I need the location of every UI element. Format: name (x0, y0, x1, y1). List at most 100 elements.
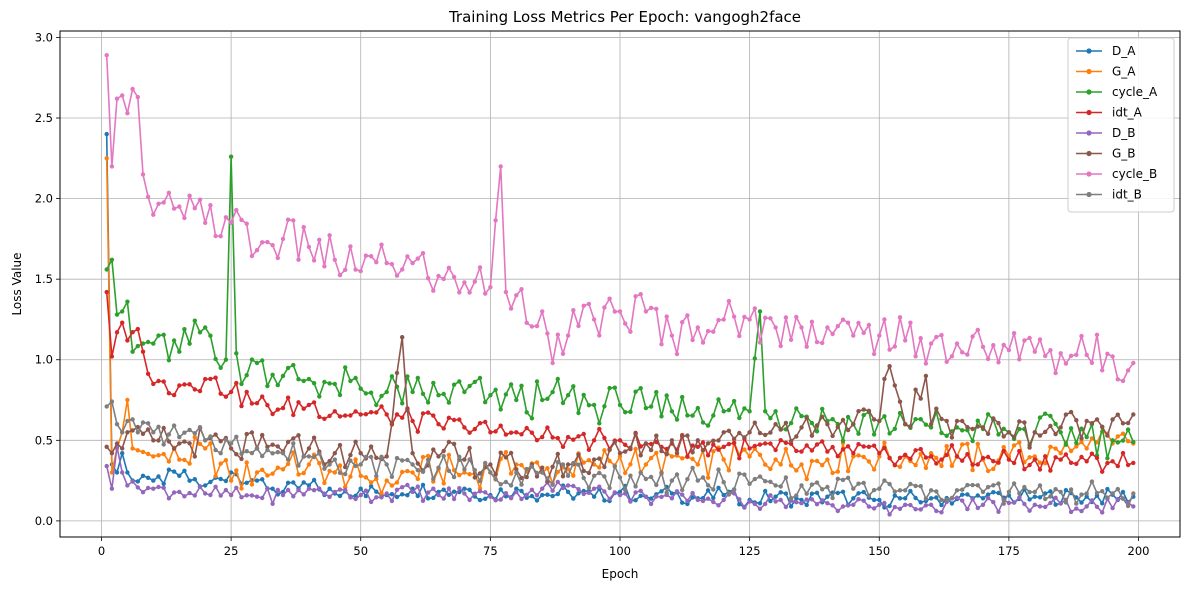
data-point-G_B (394, 370, 400, 376)
data-point-G_B (783, 420, 789, 426)
data-point-idt_B (845, 475, 851, 480)
data-point-idt_A (508, 430, 514, 435)
data-point-idt_B (804, 491, 809, 496)
data-point-idt_B (623, 487, 628, 493)
data-point-G_A (856, 453, 861, 458)
data-point-G_A (1001, 445, 1006, 450)
data-point-idt_A (845, 444, 851, 449)
data-point-idt_A (892, 462, 897, 468)
data-point-idt_A (840, 447, 846, 452)
data-point-G_A (648, 455, 654, 461)
data-point-D_B (311, 488, 317, 493)
data-point-cycle_B (903, 338, 908, 343)
data-point-G_B (125, 430, 130, 435)
data-point-idt_A (415, 429, 420, 434)
data-point-G_B (1125, 420, 1131, 426)
data-point-cycle_A (415, 375, 420, 381)
data-point-G_A (960, 442, 965, 447)
data-point-D_A (270, 486, 275, 491)
data-point-G_B (674, 450, 680, 456)
data-point-cycle_B (752, 306, 757, 311)
data-point-cycle_A (669, 409, 675, 414)
data-point-cycle_B (928, 341, 934, 346)
data-point-idt_A (1125, 462, 1131, 468)
data-point-cycle_A (1058, 430, 1063, 435)
data-point-D_A (928, 496, 934, 501)
data-point-idt_B (311, 454, 317, 460)
data-point-idt_A (617, 438, 623, 443)
data-point-G_B (1006, 430, 1012, 435)
data-point-G_B (768, 430, 773, 435)
data-point-idt_A (260, 394, 265, 399)
data-point-G_B (965, 425, 970, 430)
data-point-idt_B (462, 467, 467, 472)
data-point-cycle_A (586, 403, 592, 408)
data-point-idt_A (716, 447, 721, 452)
data-point-cycle_A (700, 420, 706, 425)
data-point-idt_B (643, 476, 649, 482)
data-point-cycle_A (156, 333, 161, 338)
x-tick-label: 100 (609, 544, 631, 558)
data-point-G_B (441, 448, 446, 454)
data-point-D_B (695, 497, 700, 503)
data-point-idt_A (151, 381, 156, 387)
data-point-G_B (934, 406, 939, 411)
data-point-D_B (918, 507, 923, 512)
data-point-D_A (778, 490, 783, 495)
data-point-D_B (296, 487, 301, 493)
data-point-D_B (856, 497, 861, 502)
data-point-G_A (208, 441, 213, 446)
data-point-G_A (939, 463, 944, 469)
data-point-cycle_A (374, 402, 379, 408)
data-point-idt_A (322, 416, 327, 421)
data-point-cycle_A (695, 405, 700, 411)
data-point-idt_B (405, 457, 410, 463)
data-point-idt_B (156, 424, 161, 429)
data-point-G_A (166, 459, 172, 464)
data-point-idt_A (778, 438, 783, 443)
data-point-cycle_A (410, 389, 415, 395)
data-point-idt_B (685, 477, 690, 482)
data-point-idt_A (1058, 457, 1063, 462)
data-point-idt_B (970, 482, 975, 488)
data-point-idt_A (731, 440, 737, 446)
data-point-cycle_A (742, 406, 747, 411)
data-point-cycle_A (363, 391, 369, 396)
data-point-D_A (514, 486, 519, 491)
data-point-G_B (763, 432, 768, 438)
data-point-idt_B (638, 470, 643, 475)
x-axis-label: Epoch (602, 567, 639, 581)
data-point-idt_A (166, 391, 172, 396)
data-point-cycle_A (788, 420, 794, 426)
data-point-G_B (1032, 430, 1038, 435)
data-point-idt_A (757, 442, 763, 447)
data-point-idt_B (711, 487, 716, 492)
data-point-D_B (897, 506, 903, 511)
data-point-cycle_A (555, 376, 560, 382)
data-point-idt_A (400, 415, 405, 420)
data-point-cycle_B (680, 320, 685, 325)
data-point-G_B (540, 465, 545, 470)
data-point-D_B (705, 496, 711, 501)
data-point-idt_B (343, 471, 348, 477)
data-point-idt_A (343, 413, 348, 418)
data-point-cycle_A (457, 379, 462, 384)
data-point-idt_B (861, 480, 866, 486)
data-point-D_B (747, 499, 752, 504)
data-point-idt_B (1017, 491, 1022, 496)
data-point-idt_A (1068, 460, 1074, 465)
data-point-cycle_B (213, 233, 218, 239)
data-point-cycle_B (882, 317, 887, 322)
data-point-cycle_B (223, 215, 229, 220)
data-point-idt_B (228, 441, 234, 446)
data-point-cycle_A (602, 404, 607, 409)
legend-label: idt_A (1112, 106, 1143, 120)
x-tick-label: 50 (353, 544, 368, 558)
data-point-idt_A (1032, 457, 1038, 462)
data-point-cycle_B (934, 334, 939, 340)
data-point-idt_A (488, 430, 493, 435)
data-point-D_A (835, 490, 840, 496)
data-point-idt_A (908, 456, 913, 461)
data-point-D_A (985, 492, 991, 497)
data-point-G_B (835, 424, 840, 430)
